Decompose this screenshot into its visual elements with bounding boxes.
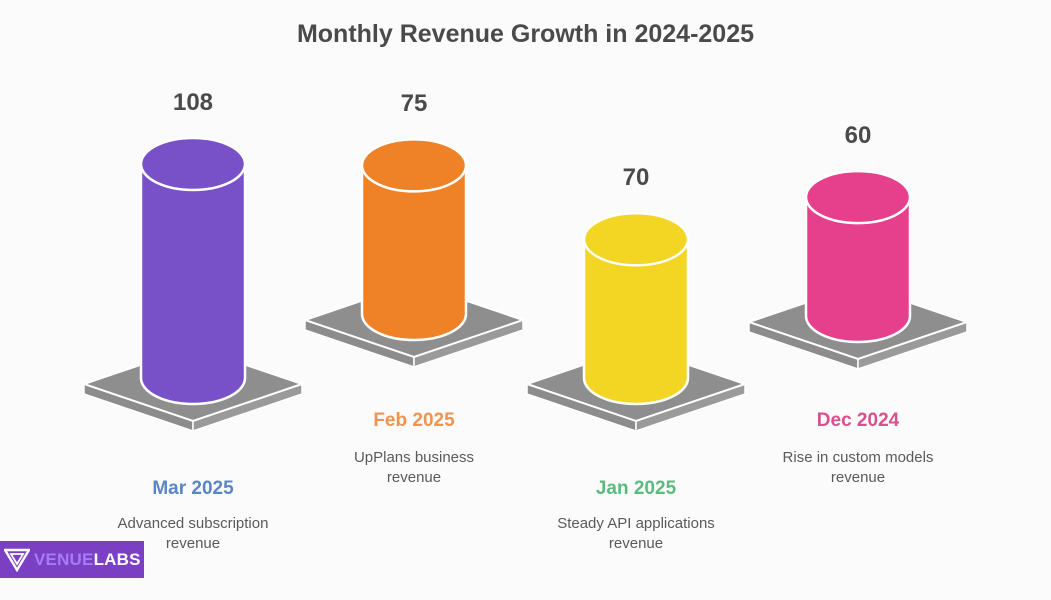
description-line: Rise in custom models: [782, 449, 934, 466]
category-description: UpPlans business revenue: [294, 448, 534, 488]
logo-v-icon: [4, 548, 30, 572]
venuelabs-logo: VENUELABS: [0, 541, 144, 578]
category-description: Rise in custom models revenue: [738, 448, 978, 488]
category-label: Mar 2025: [152, 478, 234, 499]
chart-title: Monthly Revenue Growth in 2024-2025: [296, 20, 755, 48]
description-line: revenue: [608, 535, 664, 552]
category-label: Jan 2025: [595, 478, 677, 499]
description-line: revenue: [830, 469, 886, 486]
category-description: Steady API applications revenue: [516, 514, 756, 554]
cylinder-bar: [360, 164, 468, 342]
category-label: Dec 2024: [816, 410, 900, 431]
category-description: Advanced subscription revenue: [73, 514, 313, 554]
cylinder-top: [582, 212, 690, 267]
cylinder-bar: [582, 238, 690, 406]
cylinder-bar: [804, 195, 912, 344]
cylinder-bar: [139, 162, 247, 406]
description-line: Steady API applications: [557, 515, 715, 532]
value-label: 70: [622, 164, 650, 192]
description-line: UpPlans business: [353, 449, 475, 466]
logo-text: VENUELABS: [34, 550, 141, 570]
description-line: Advanced subscription: [117, 515, 269, 532]
cylinder-top: [804, 169, 912, 225]
description-line: revenue: [165, 535, 221, 552]
logo-text-venue: VENUE: [34, 549, 94, 569]
cylinder-top: [360, 138, 468, 193]
logo-text-labs: LABS: [93, 549, 141, 569]
description-line: revenue: [386, 469, 442, 486]
category-label: Feb 2025: [373, 410, 455, 431]
cylinder-top: [139, 136, 247, 192]
value-label: 60: [844, 122, 872, 150]
value-label: 75: [400, 90, 428, 118]
value-label: 108: [172, 89, 214, 116]
